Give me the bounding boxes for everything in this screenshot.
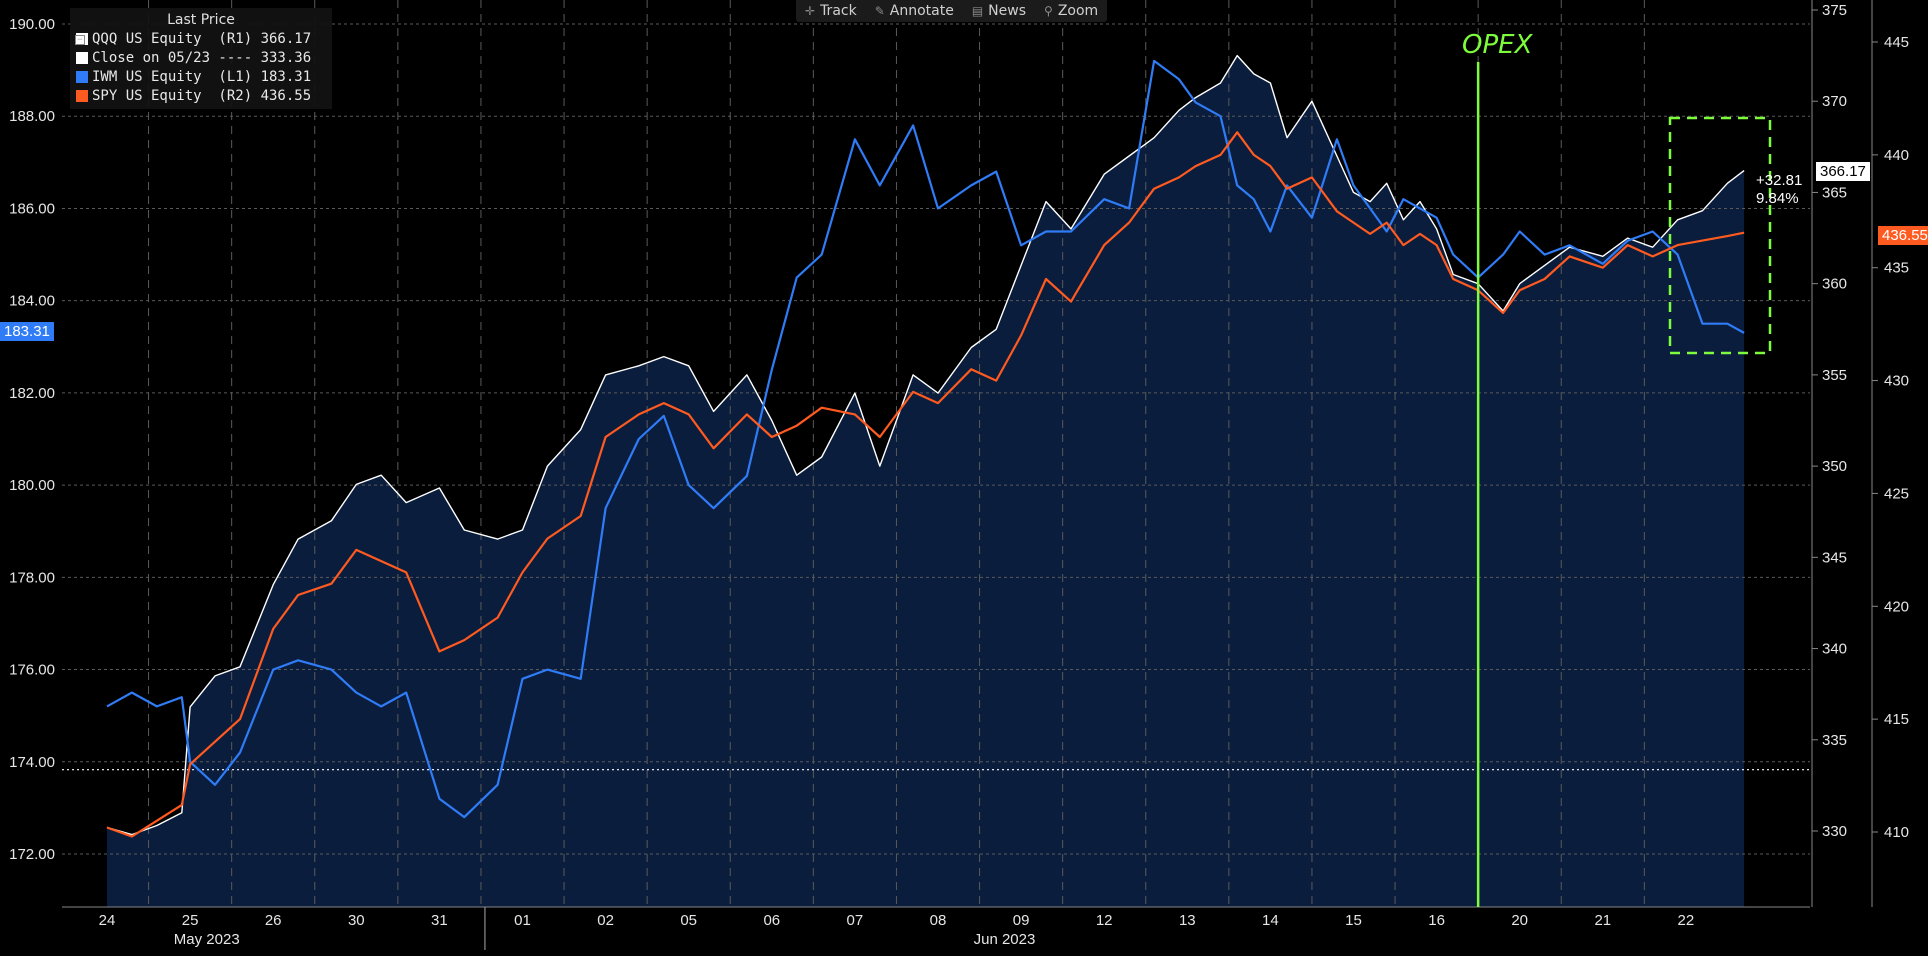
qqq-price-tag: 366.17 <box>1816 162 1870 181</box>
r1-tick-6: 360 <box>1822 276 1847 293</box>
r1-tick-5: 355 <box>1822 367 1847 384</box>
r1-tick-3: 345 <box>1822 549 1847 566</box>
x-tick-1: 25 <box>182 912 199 929</box>
month-label-1: Jun 2023 <box>974 931 1036 948</box>
r2-tick-4: 430 <box>1884 373 1909 390</box>
chart-toolbar: ✛ Track ✎ Annotate ▤ News ⚲ Zoom <box>796 0 1108 22</box>
news-icon: ▤ <box>971 4 984 18</box>
left-tick-8: 188.00 <box>9 108 55 125</box>
left-tick-1: 174.00 <box>9 754 55 771</box>
left-tick-4: 180.00 <box>9 477 55 494</box>
left-tick-6: 184.00 <box>9 293 55 310</box>
r1-tick-2: 340 <box>1822 641 1847 658</box>
r2-tick-5: 435 <box>1884 260 1909 277</box>
left-tick-2: 176.00 <box>9 662 55 679</box>
x-tick-15: 15 <box>1345 912 1362 929</box>
zoom-button[interactable]: ⚲ Zoom <box>1044 3 1099 19</box>
r2-tick-2: 420 <box>1884 598 1909 615</box>
qqq-area-fill <box>107 55 1745 908</box>
r1-tick-7: 365 <box>1822 184 1847 201</box>
legend-entry-iwm[interactable]: IWM US Equity (L1) 183.31 <box>76 67 326 86</box>
left-tick-3: 178.00 <box>9 569 55 586</box>
left-tick-7: 186.00 <box>9 200 55 217</box>
month-label-0: May 2023 <box>174 931 240 948</box>
x-tick-2: 26 <box>265 912 282 929</box>
r1-tick-1: 335 <box>1822 732 1847 749</box>
x-tick-18: 21 <box>1594 912 1611 929</box>
r1-tick-8: 370 <box>1822 93 1847 110</box>
news-button[interactable]: ▤ News <box>971 3 1027 19</box>
x-tick-13: 13 <box>1179 912 1196 929</box>
swatch-spy <box>76 89 88 102</box>
change-pct-label: 9.84% <box>1756 190 1799 207</box>
legend-entry-close[interactable]: Close on 05/23 ---- 333.36 <box>76 48 326 67</box>
crosshair-icon: ✛ <box>805 4 816 18</box>
r1-tick-0: 330 <box>1822 823 1847 840</box>
left-tick-0: 172.00 <box>9 846 55 863</box>
magnifier-icon: ⚲ <box>1044 4 1053 18</box>
x-tick-16: 16 <box>1428 912 1445 929</box>
collapse-legend-icon[interactable]: − <box>75 35 85 45</box>
x-tick-3: 30 <box>348 912 365 929</box>
r2-tick-3: 425 <box>1884 485 1909 502</box>
x-tick-7: 05 <box>680 912 697 929</box>
pencil-icon: ✎ <box>874 4 885 18</box>
x-tick-17: 20 <box>1511 912 1528 929</box>
x-tick-14: 14 <box>1262 912 1279 929</box>
track-button[interactable]: ✛ Track <box>805 3 857 19</box>
legend-title: Last Price <box>167 12 235 28</box>
x-tick-6: 02 <box>597 912 614 929</box>
series-line-spy <box>106 131 1745 838</box>
x-tick-0: 24 <box>99 912 116 929</box>
x-tick-10: 08 <box>930 912 947 929</box>
highlight-box <box>1668 116 1772 355</box>
legend-entry-spy[interactable]: SPY US Equity (R2) 436.55 <box>76 86 326 105</box>
r1-tick-9: 375 <box>1822 2 1847 19</box>
legend-entry-qqq[interactable]: QQQ US Equity (R1) 366.17 <box>76 29 326 48</box>
annotate-button[interactable]: ✎ Annotate <box>874 3 954 19</box>
x-tick-19: 22 <box>1678 912 1695 929</box>
r2-tick-6: 440 <box>1884 147 1909 164</box>
series-line-iwm <box>106 59 1745 819</box>
r2-tick-7: 445 <box>1884 34 1909 51</box>
x-tick-11: 09 <box>1013 912 1030 929</box>
iwm-price-tag: 183.31 <box>0 322 54 341</box>
x-tick-5: 01 <box>514 912 531 929</box>
swatch-close <box>76 51 88 64</box>
x-tick-12: 12 <box>1096 912 1113 929</box>
r2-tick-1: 415 <box>1884 711 1909 728</box>
spy-price-tag: 436.55 <box>1878 226 1928 245</box>
r1-tick-4: 350 <box>1822 458 1847 475</box>
opex-label: OPEX <box>1462 30 1533 60</box>
left-tick-5: 182.00 <box>9 385 55 402</box>
legend: − Last Price QQQ US Equity (R1) 366.17 C… <box>70 8 332 109</box>
x-tick-9: 07 <box>847 912 864 929</box>
x-tick-4: 31 <box>431 912 448 929</box>
change-abs-label: +32.81 <box>1756 172 1803 189</box>
swatch-iwm <box>76 70 88 83</box>
r2-tick-0: 410 <box>1884 824 1909 841</box>
series-line-qqq <box>106 54 1745 836</box>
left-tick-9: 190.00 <box>9 16 55 33</box>
x-tick-8: 06 <box>763 912 780 929</box>
